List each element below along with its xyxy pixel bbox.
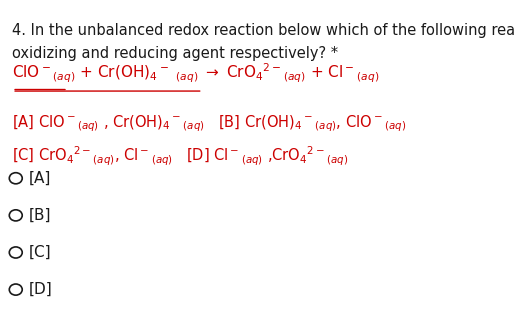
Text: [D]: [D] [29, 282, 52, 297]
Text: [B]: [B] [29, 208, 51, 223]
Text: [A]: [A] [29, 171, 51, 186]
Text: [C] CrO$_4$$^{2-}$$_{(aq)}$, Cl$^-$$_{(aq)}$   [D] Cl$^-$$_{(aq)}$ ,CrO$_4$$^{2-: [C] CrO$_4$$^{2-}$$_{(aq)}$, Cl$^-$$_{(a… [12, 145, 348, 168]
Text: [A] ClO$^-$$_{(aq)}$ , Cr(OH)$_4$$^-$$_{(aq)}$   [B] Cr(OH)$_4$$^-$$_{(aq)}$, Cl: [A] ClO$^-$$_{(aq)}$ , Cr(OH)$_4$$^-$$_{… [12, 114, 407, 134]
Text: 4. In the unbalanced redox reaction below which of the following react as: 4. In the unbalanced redox reaction belo… [12, 23, 514, 38]
Text: ClO$^-$$_{(aq)}$ + Cr(OH)$_4$$^-$ $_{(aq)}$ $\rightarrow$ CrO$_4$$^{2-}$$_{(aq)}: ClO$^-$$_{(aq)}$ + Cr(OH)$_4$$^-$ $_{(aq… [12, 61, 379, 85]
Text: [C]: [C] [29, 245, 51, 260]
Text: oxidizing and reducing agent respectively? *: oxidizing and reducing agent respectivel… [12, 46, 338, 61]
